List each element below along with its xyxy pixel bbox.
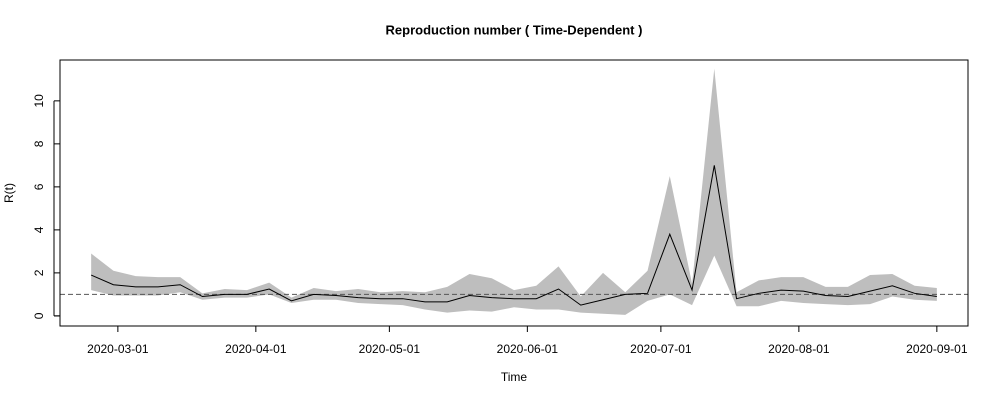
y-tick-label: 0 [32, 312, 46, 319]
x-tick-label: 2020-07-01 [630, 342, 692, 356]
y-tick-label: 10 [32, 94, 46, 108]
y-axis-label: R(t) [2, 183, 16, 203]
y-tick-label: 6 [32, 183, 46, 190]
x-tick-label: 2020-03-01 [87, 342, 149, 356]
x-tick-label: 2020-05-01 [359, 342, 421, 356]
y-tick-label: 2 [32, 269, 46, 276]
y-tick-label: 4 [32, 226, 46, 233]
y-tick-label: 8 [32, 140, 46, 147]
x-axis-label: Time [501, 370, 528, 384]
x-tick-label: 2020-08-01 [768, 342, 830, 356]
x-tick-label: 2020-04-01 [225, 342, 287, 356]
chart-title: Reproduction number ( Time-Dependent ) [386, 22, 643, 37]
plot-frame [59, 59, 969, 327]
x-tick-label: 2020-06-01 [497, 342, 559, 356]
confidence-band [91, 68, 937, 315]
line [90, 165, 937, 306]
x-tick-label: 2020-09-01 [906, 342, 968, 356]
